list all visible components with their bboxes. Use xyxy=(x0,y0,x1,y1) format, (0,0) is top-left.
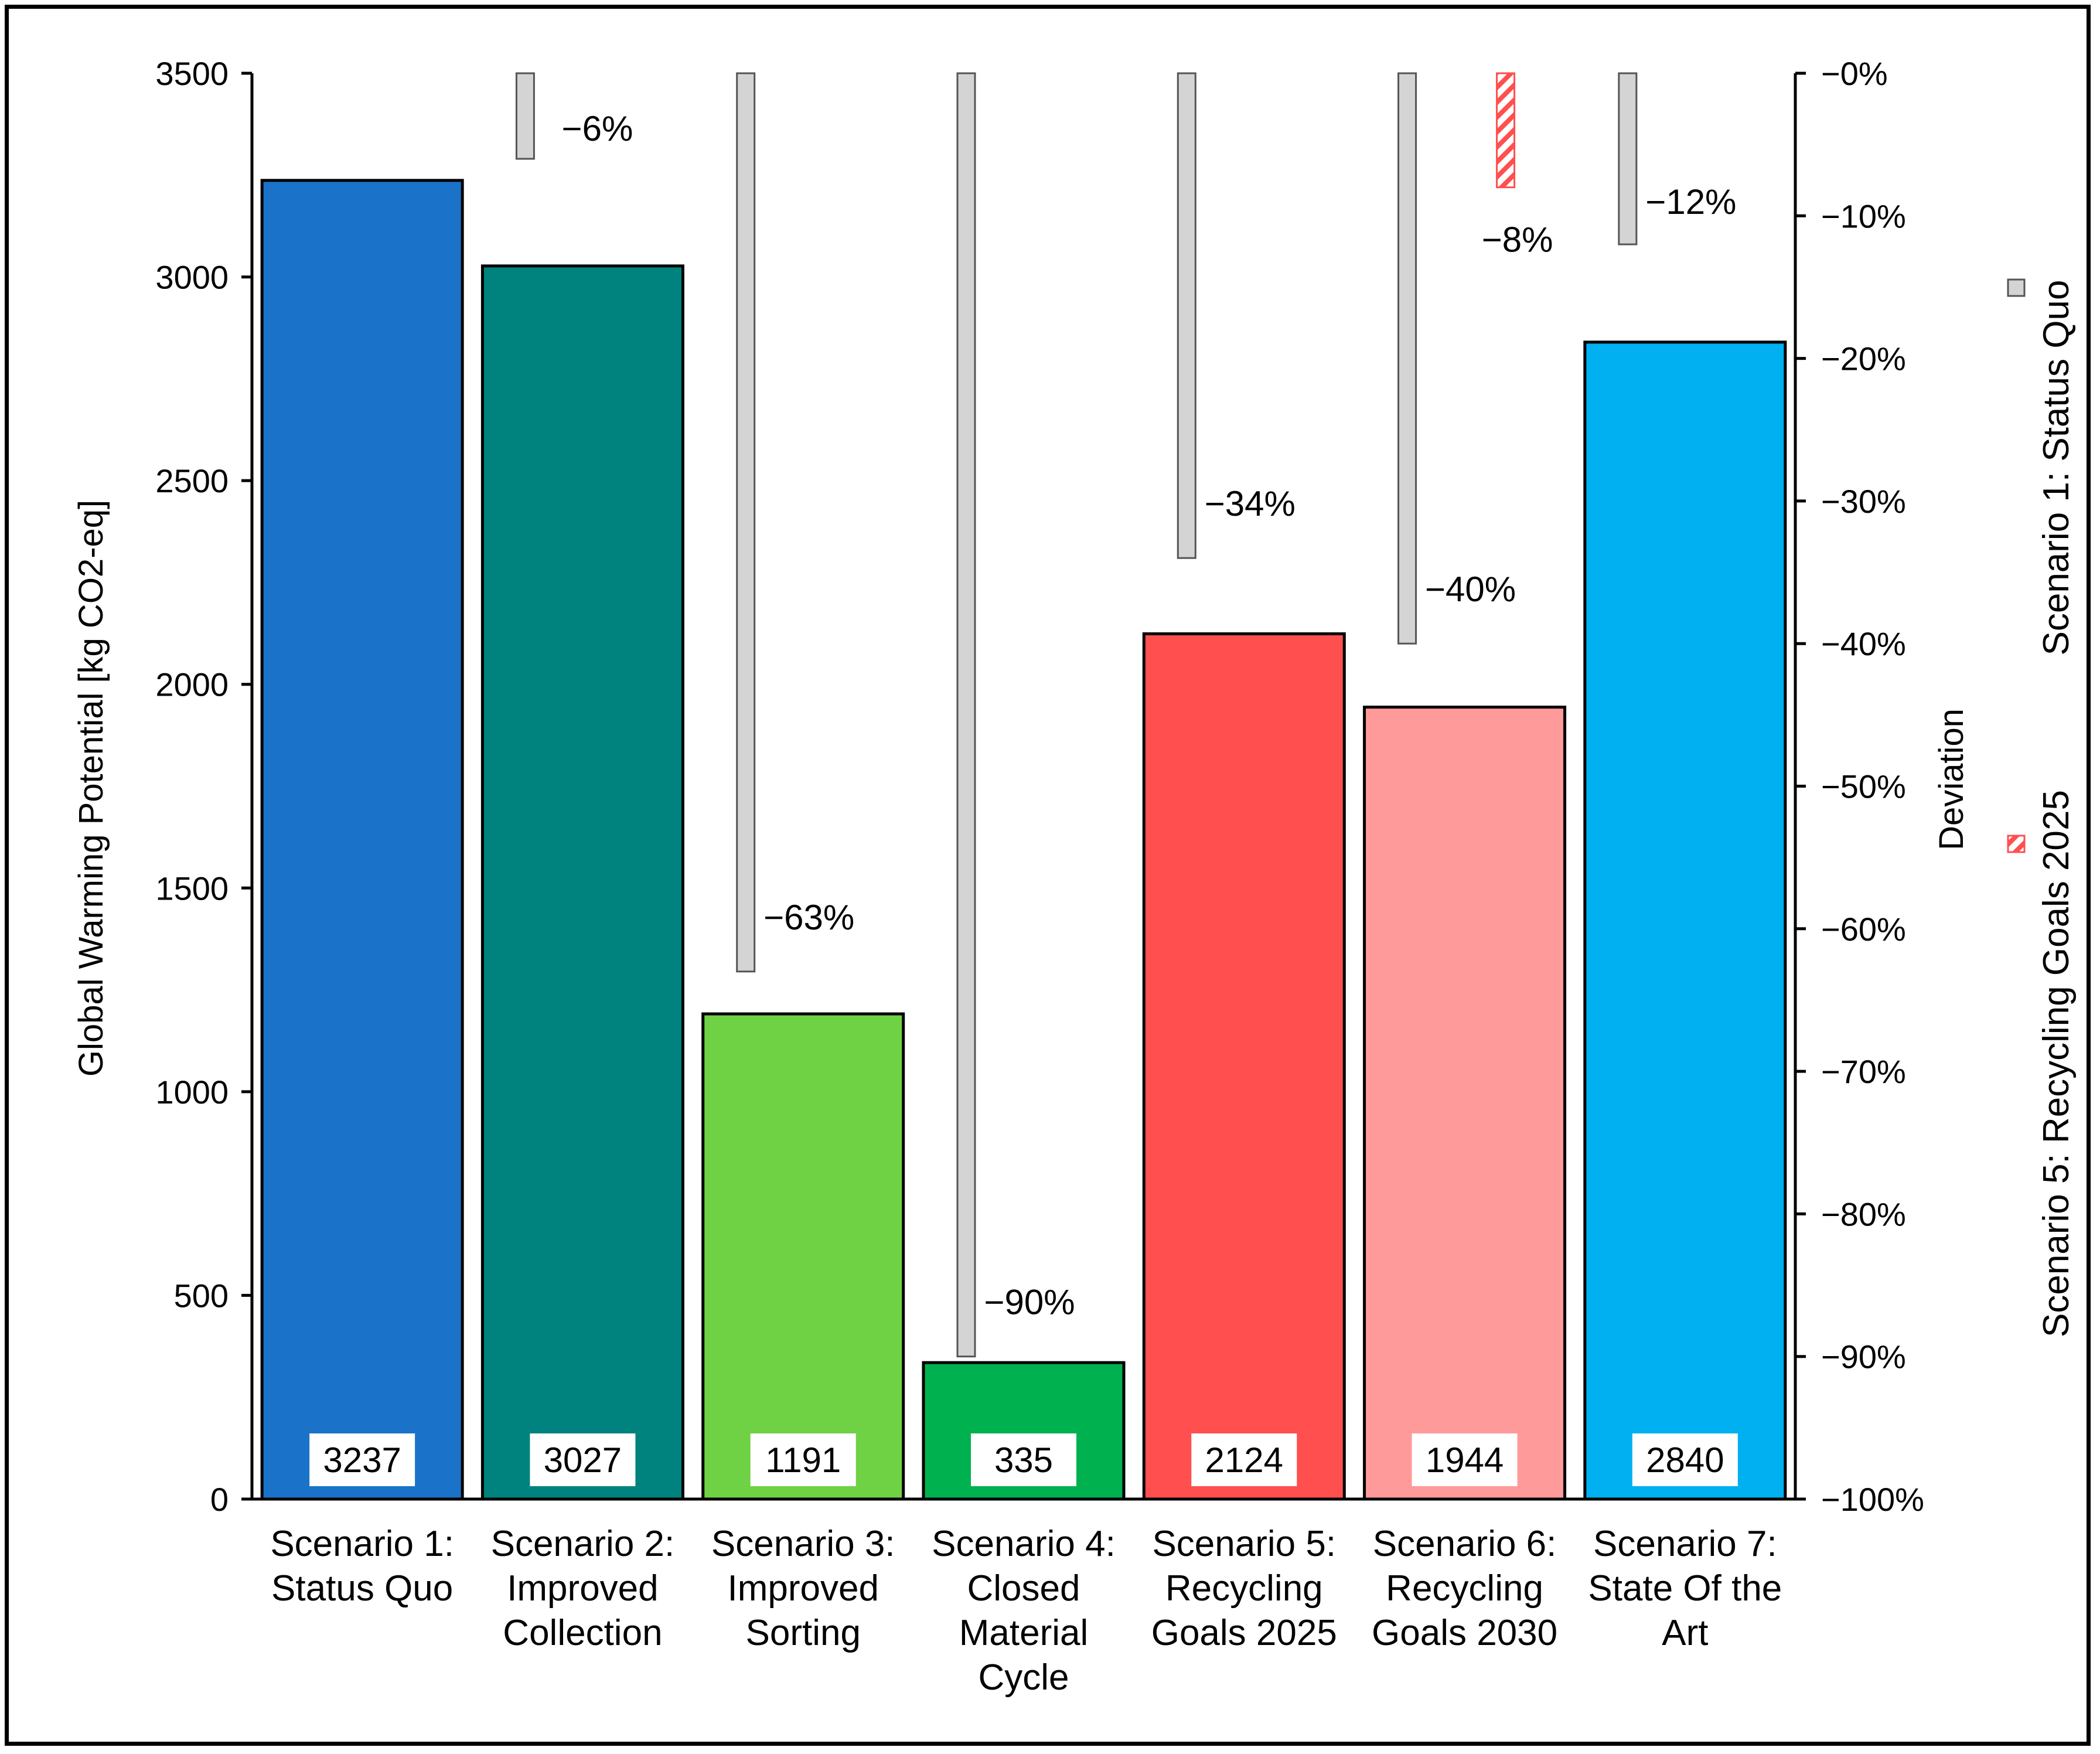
category-label-7-line-1: Scenario 7: xyxy=(1593,1524,1777,1564)
deviation-label-status-quo-7: −12% xyxy=(1645,182,1736,222)
y2-tick-label-1: −10% xyxy=(1821,197,1906,234)
deviation-bar-status-quo-5 xyxy=(1177,72,1196,559)
value-label-6: 1944 xyxy=(1426,1440,1504,1480)
bar-5 xyxy=(1142,632,1346,1501)
value-label-box-7 xyxy=(1632,1433,1738,1486)
category-label-3-line-2: Improved xyxy=(727,1568,878,1609)
category-label-7-line-3: Art xyxy=(1662,1613,1708,1653)
y2-tick-label-6: −60% xyxy=(1821,911,1906,948)
y-tick-label-5: 2500 xyxy=(155,462,229,499)
bar-1 xyxy=(260,179,464,1501)
bar-7 xyxy=(1583,340,1787,1501)
y-tick-label-6: 3000 xyxy=(155,259,229,296)
y2-tick-label-2: −20% xyxy=(1821,340,1906,377)
category-label-2-line-1: Scenario 2: xyxy=(491,1524,675,1564)
y-tick-label-1: 500 xyxy=(174,1277,229,1314)
value-label-4: 335 xyxy=(994,1440,1053,1480)
y2-tick-label-8: −80% xyxy=(1821,1196,1906,1232)
y2-tick-label-0: −0% xyxy=(1821,55,1888,92)
y2-tick-label-9: −90% xyxy=(1821,1339,1906,1375)
category-label-3-line-1: Scenario 3: xyxy=(711,1524,895,1564)
category-label-3-line-3: Sorting xyxy=(745,1613,860,1653)
category-label-6-line-3: Goals 2030 xyxy=(1372,1613,1557,1653)
deviation-label-status-quo-4: −90% xyxy=(984,1283,1075,1322)
category-label-5-line-1: Scenario 5: xyxy=(1152,1524,1336,1564)
figure-frame xyxy=(5,5,2091,1746)
deviation-bar-status-quo-7 xyxy=(1618,72,1638,246)
deviation-bar-status-quo-6 xyxy=(1397,72,1417,645)
y-tick-label-2: 1000 xyxy=(155,1074,229,1111)
legend-label-status-quo: Scenario 1: Status Quo xyxy=(2036,280,2077,655)
deviation-bar-status-quo-4 xyxy=(956,72,976,1358)
category-label-4-line-2: Closed xyxy=(967,1568,1080,1609)
category-label-5-line-2: Recycling xyxy=(1165,1568,1323,1609)
legend-label-goals-2025: Scenario 5: Recycling Goals 2025 xyxy=(2036,790,2077,1337)
y2-axis-title: Deviation xyxy=(1932,709,1971,850)
value-label-5: 2124 xyxy=(1205,1440,1283,1480)
y-tick-label-4: 2000 xyxy=(155,666,229,703)
deviation-bar-goals-2025-6 xyxy=(1496,72,1516,189)
bar-2 xyxy=(480,264,684,1501)
category-label-7-line-2: State Of the xyxy=(1588,1568,1782,1609)
deviation-label-status-quo-6: −40% xyxy=(1425,570,1516,609)
y2-tick-label-5: −50% xyxy=(1821,768,1906,805)
category-label-5-line-3: Goals 2025 xyxy=(1151,1613,1337,1653)
bar-3 xyxy=(701,1012,905,1501)
category-label-6-line-1: Scenario 6: xyxy=(1373,1524,1557,1564)
deviation-label-status-quo-5: −34% xyxy=(1205,484,1296,523)
value-label-3: 1191 xyxy=(765,1440,841,1480)
y-tick-label-3: 1500 xyxy=(155,870,229,907)
value-label-2: 3027 xyxy=(544,1440,622,1480)
category-label-6-line-2: Recycling xyxy=(1386,1568,1543,1609)
value-label-box-3 xyxy=(750,1433,856,1486)
value-label-1: 3237 xyxy=(323,1440,401,1480)
category-label-1-line-1: Scenario 1: xyxy=(270,1524,454,1564)
y2-tick-label-3: −30% xyxy=(1821,483,1906,520)
category-label-2-line-2: Improved xyxy=(507,1568,658,1609)
value-label-box-6 xyxy=(1412,1433,1518,1486)
deviation-bar-status-quo-2 xyxy=(515,72,535,160)
category-label-2-line-3: Collection xyxy=(503,1613,662,1653)
legend-swatch-goals-2025 xyxy=(2007,835,2026,853)
y2-tick-label-7: −70% xyxy=(1821,1053,1906,1090)
y2-tick-label-4: −40% xyxy=(1821,625,1906,662)
value-label-box-5 xyxy=(1191,1433,1297,1486)
deviation-bar-status-quo-3 xyxy=(736,72,756,973)
y-tick-label-7: 3500 xyxy=(155,55,229,92)
deviation-label-status-quo-2: −6% xyxy=(562,109,633,148)
y-tick-label-0: 0 xyxy=(210,1481,229,1518)
legend-swatch-status-quo xyxy=(2007,278,2026,297)
y2-tick-label-10: −100% xyxy=(1821,1481,1924,1518)
deviation-label-goals-2025-6: −8% xyxy=(1482,220,1553,260)
category-label-4-line-1: Scenario 4: xyxy=(932,1524,1116,1564)
y-axis-title: Global Warming Potential [kg CO2-eq] xyxy=(72,500,110,1077)
category-label-4-line-3: Material xyxy=(959,1613,1089,1653)
value-label-box-4 xyxy=(971,1433,1076,1486)
deviation-label-status-quo-3: −63% xyxy=(763,898,854,937)
value-label-7: 2840 xyxy=(1646,1440,1724,1480)
bar-6 xyxy=(1363,706,1567,1501)
category-label-4-line-4: Cycle xyxy=(978,1657,1069,1698)
value-label-box-2 xyxy=(530,1433,636,1486)
value-label-box-1 xyxy=(309,1433,415,1486)
category-label-1-line-2: Status Quo xyxy=(271,1568,453,1609)
